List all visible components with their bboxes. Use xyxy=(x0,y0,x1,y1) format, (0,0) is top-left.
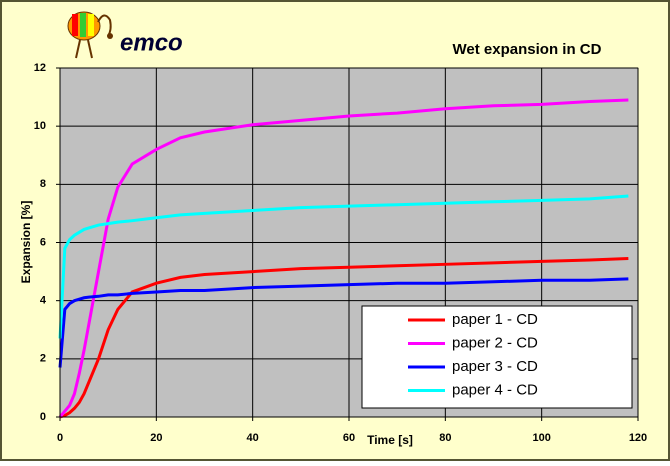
logo-bird xyxy=(67,11,113,59)
chart-title: Wet expansion in CD xyxy=(453,41,602,58)
x-tick-label: 80 xyxy=(439,432,451,444)
series-line xyxy=(58,98,629,418)
x-axis-label: Time [s] xyxy=(367,433,413,447)
y-tick-label: 10 xyxy=(34,120,46,132)
legend-label: paper 4 - CD xyxy=(452,381,538,398)
series-line xyxy=(59,256,629,419)
legend-label: paper 3 - CD xyxy=(452,358,538,375)
legend-label: paper 1 - CD xyxy=(452,311,538,328)
y-tick-label: 2 xyxy=(40,353,46,365)
y-tick-label: 8 xyxy=(40,178,46,190)
x-tick-label: 120 xyxy=(629,432,647,444)
y-tick-label: 4 xyxy=(40,295,47,307)
x-tick-label: 20 xyxy=(150,432,162,444)
x-tick-label: 0 xyxy=(57,432,63,444)
logo-text: emco xyxy=(120,29,183,56)
y-tick-label: 0 xyxy=(40,411,46,423)
y-tick-label: 6 xyxy=(40,236,46,248)
x-tick-label: 40 xyxy=(247,432,259,444)
series-line xyxy=(58,277,629,368)
legend-box xyxy=(361,305,633,409)
y-tick-label: 12 xyxy=(34,62,46,74)
y-axis-label: Expansion [%] xyxy=(19,201,33,284)
x-tick-label: 60 xyxy=(343,432,355,444)
x-tick-label: 100 xyxy=(532,432,550,444)
legend-label: paper 2 - CD xyxy=(452,334,538,351)
series-line xyxy=(58,194,629,339)
